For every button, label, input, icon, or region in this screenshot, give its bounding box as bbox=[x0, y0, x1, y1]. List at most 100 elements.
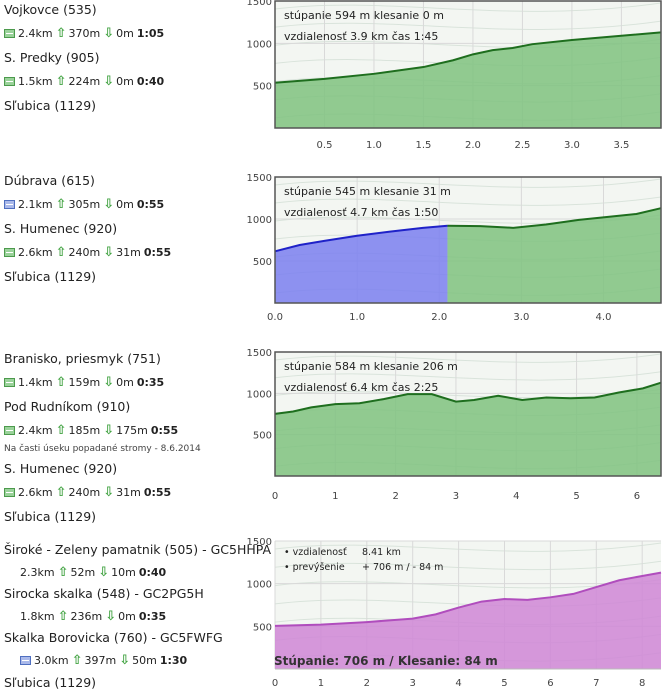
plot-frame bbox=[274, 176, 662, 304]
place-name[interactable]: Sľubica (1129) bbox=[4, 98, 97, 113]
y-tick-label: 1500 bbox=[247, 0, 272, 8]
segment-stats: 2.4km ⇧ 370m ⇩ 0m 1:05 bbox=[4, 26, 164, 41]
place-name[interactable]: Branisko, priesmyk (751) bbox=[4, 351, 161, 366]
segment-ascent: 397m bbox=[84, 654, 117, 667]
elevation-chart-3[interactable]: 500 1000 1500 0 1 2 3 4 5 6 stúpanie 584 m klesani… bbox=[240, 345, 670, 510]
elevation-chart-1[interactable]: 500 1000 1500 0.5 1.0 1.5 2.0 2.5 3.0 3.5 stúpanie… bbox=[240, 0, 670, 160]
trail-marker-icon bbox=[4, 77, 15, 86]
x-tick-label: 1 bbox=[318, 678, 324, 689]
legend-elevation-label: • prevýšenie bbox=[284, 562, 345, 573]
descent-arrow-icon: ⇩ bbox=[103, 245, 115, 260]
descent-arrow-icon: ⇩ bbox=[105, 609, 117, 624]
elevation-chart-4[interactable]: 500 1000 1500 0 1 2 3 4 5 6 7 8 • vzdialenosť 8.41 km… bbox=[240, 533, 670, 689]
segment-distance: 2.1km bbox=[18, 198, 53, 211]
y-tick-label: 1000 bbox=[247, 39, 272, 50]
plot-frame bbox=[274, 351, 662, 477]
segment-distance: 2.4km bbox=[18, 424, 53, 437]
ascent-arrow-icon: ⇧ bbox=[55, 197, 67, 212]
x-tick-label: 4 bbox=[455, 678, 461, 689]
segment-time: 0:55 bbox=[143, 486, 172, 499]
segment-descent: 10m bbox=[111, 566, 136, 579]
y-tick-label: 1500 bbox=[247, 348, 272, 359]
x-tick-label: 1.0 bbox=[349, 312, 365, 323]
elevation-line-blue bbox=[274, 224, 448, 253]
plot-frame bbox=[274, 0, 662, 129]
segment-descent: 0m bbox=[116, 198, 134, 211]
trail-note: Na časti úseku popadané stromy - 8.6.201… bbox=[4, 444, 201, 454]
x-tick-label: 3.5 bbox=[613, 140, 629, 151]
segment-descent: 0m bbox=[118, 610, 136, 623]
segment-time: 0:55 bbox=[143, 246, 172, 259]
route-list-2: Dúbrava (615) 2.1km ⇧ 305m ⇩ 0m 0:55 S. Humenec… bbox=[0, 170, 245, 335]
chart-info-ascent: stúpanie 584 m klesanie 206 m bbox=[284, 360, 458, 373]
x-tick-label: 3 bbox=[453, 491, 459, 502]
ascent-arrow-icon: ⇧ bbox=[55, 74, 67, 89]
y-tick-label: 1000 bbox=[247, 215, 272, 226]
ascent-arrow-icon: ⇧ bbox=[71, 653, 83, 668]
trail-marker-icon bbox=[4, 426, 15, 435]
place-name[interactable]: Pod Rudníkom (910) bbox=[4, 399, 131, 414]
y-tick-label: 500 bbox=[253, 622, 272, 633]
x-tick-label: 3.0 bbox=[513, 312, 529, 323]
x-tick-label: 2 bbox=[392, 491, 398, 502]
place-name[interactable]: Sirocka skalka (548) - GC2PG5H bbox=[4, 586, 204, 601]
x-tick-label: 2 bbox=[364, 678, 370, 689]
x-tick-label: 6 bbox=[634, 491, 640, 502]
y-tick-label: 500 bbox=[253, 431, 272, 442]
trail-marker-icon bbox=[4, 29, 15, 38]
segment-distance: 2.3km bbox=[20, 566, 55, 579]
x-tick-label: 6 bbox=[547, 678, 553, 689]
segment-ascent: 224m bbox=[68, 75, 101, 88]
place-name[interactable]: Sľubica (1129) bbox=[4, 675, 97, 690]
elevation-chart-2[interactable]: 500 1000 1500 0.0 1.0 2.0 3.0 4.0 stúpanie 545 m… bbox=[240, 168, 670, 330]
y-tick-label: 1500 bbox=[247, 537, 272, 548]
place-name[interactable]: S. Humenec (920) bbox=[4, 461, 118, 476]
segment-descent: 0m bbox=[116, 376, 134, 389]
place-name[interactable]: S. Predky (905) bbox=[4, 50, 100, 65]
legend-distance-value: 8.41 km bbox=[362, 547, 401, 558]
segment-distance: 3.0km bbox=[34, 654, 69, 667]
chart-info-ascent: stúpanie 545 m klesanie 31 m bbox=[284, 185, 451, 198]
segment-distance: 2.6km bbox=[18, 246, 53, 259]
place-name[interactable]: Dúbrava (615) bbox=[4, 173, 95, 188]
trail-marker-icon bbox=[4, 378, 15, 387]
segment-time: 0:55 bbox=[136, 198, 165, 211]
segment-stats: 1.8km ⇧ 236m ⇩ 0m 0:35 bbox=[20, 609, 166, 624]
x-tick-label: 2.5 bbox=[514, 140, 530, 151]
segment-descent: 31m bbox=[116, 486, 141, 499]
place-name[interactable]: Sľubica (1129) bbox=[4, 269, 97, 284]
elevation-area-purple bbox=[275, 572, 661, 669]
segment-ascent: 52m bbox=[70, 566, 96, 579]
segment-descent: 50m bbox=[132, 654, 157, 667]
place-name[interactable]: Vojkovce (535) bbox=[4, 2, 97, 17]
x-tick-label: 8 bbox=[639, 678, 645, 689]
x-tick-label: 4 bbox=[513, 491, 519, 502]
elevation-area-green bbox=[275, 382, 661, 476]
descent-arrow-icon: ⇩ bbox=[103, 74, 115, 89]
place-name[interactable]: S. Humenec (920) bbox=[4, 221, 118, 236]
elevation-line-purple bbox=[274, 571, 662, 627]
descent-arrow-icon: ⇩ bbox=[103, 197, 115, 212]
elevation-area-green bbox=[275, 32, 661, 129]
ascent-arrow-icon: ⇧ bbox=[55, 245, 67, 260]
ascent-arrow-icon: ⇧ bbox=[57, 565, 69, 580]
segment-stats: 2.6km ⇧ 240m ⇩ 31m 0:55 bbox=[4, 245, 171, 260]
segment-time: 0:35 bbox=[136, 376, 165, 389]
segment-descent: 175m bbox=[116, 424, 148, 437]
trail-marker-icon bbox=[4, 488, 15, 497]
elevation-area-green bbox=[447, 208, 661, 303]
place-name[interactable]: Sľubica (1129) bbox=[4, 509, 97, 524]
trail-marker-icon bbox=[4, 248, 15, 257]
segment-descent: 31m bbox=[116, 246, 141, 259]
x-tick-label: 2.0 bbox=[431, 312, 447, 323]
segment-descent: 0m bbox=[116, 27, 134, 40]
chart-info-distance: vzdialenosť 3.9 km čas 1:45 bbox=[284, 30, 438, 43]
place-name[interactable]: Skalka Borovicka (760) - GC5FWFG bbox=[4, 630, 223, 645]
descent-arrow-icon: ⇩ bbox=[103, 485, 115, 500]
trail-marker-icon bbox=[4, 200, 15, 209]
descent-arrow-icon: ⇩ bbox=[103, 26, 115, 41]
segment-time: 0:35 bbox=[138, 610, 167, 623]
place-name[interactable]: Široké - Zeleny pamatnik (505) - GC5HHPA bbox=[4, 542, 272, 557]
segment-ascent: 236m bbox=[70, 610, 103, 623]
y-tick-label: 1000 bbox=[247, 580, 272, 591]
